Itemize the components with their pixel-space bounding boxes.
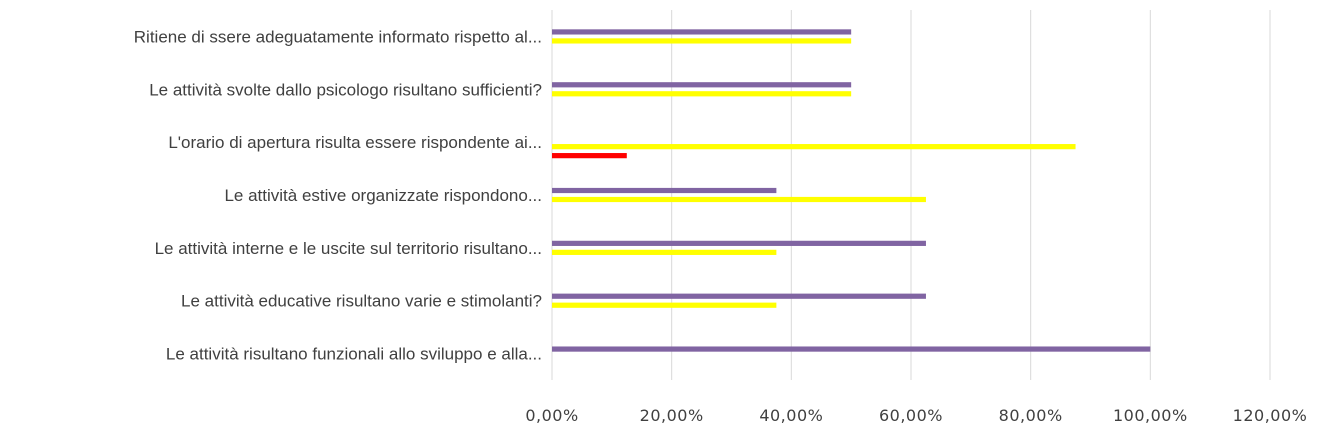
bar — [552, 38, 852, 44]
x-tick-labels: 0,00% 20,00% 40,00% 60,00% 80,00% 100,00% 120,… — [525, 406, 1307, 425]
bar — [552, 187, 777, 194]
gridlines — [551, 10, 1271, 380]
bar — [552, 249, 777, 255]
category-label: Ritiene di ssere adeguatamente informato… — [134, 27, 542, 46]
bar — [552, 346, 1151, 352]
category-label: Le attività educative risultano varie e … — [181, 292, 542, 311]
x-tick-label: 40,00% — [759, 406, 823, 425]
bar — [552, 240, 926, 246]
category-labels: Ritiene di ssere adeguatamente informato… — [134, 27, 542, 363]
category-label: L'orario di apertura risulta essere risp… — [168, 133, 542, 152]
bars — [552, 29, 1151, 352]
category-label: Le attività interne e le uscite sul terr… — [155, 239, 542, 258]
bar — [552, 293, 926, 299]
x-tick-label: 120,00% — [1233, 406, 1308, 425]
bar — [552, 196, 926, 203]
category-label: Le attività risultano funzionali allo sv… — [166, 345, 542, 364]
bar — [552, 91, 852, 97]
bar — [552, 153, 627, 159]
bar — [552, 144, 1076, 150]
category-label: Le attività estive organizzate rispondon… — [224, 186, 542, 205]
x-tick-label: 0,00% — [525, 406, 578, 425]
x-tick-label: 60,00% — [879, 406, 943, 425]
bar — [552, 302, 777, 308]
category-label: Le attività svolte dallo psicologo risul… — [149, 80, 542, 99]
x-tick-label: 20,00% — [640, 406, 704, 425]
bar — [552, 82, 852, 88]
x-tick-label: 80,00% — [999, 406, 1063, 425]
bar — [552, 29, 852, 35]
x-tick-label: 100,00% — [1113, 406, 1188, 425]
